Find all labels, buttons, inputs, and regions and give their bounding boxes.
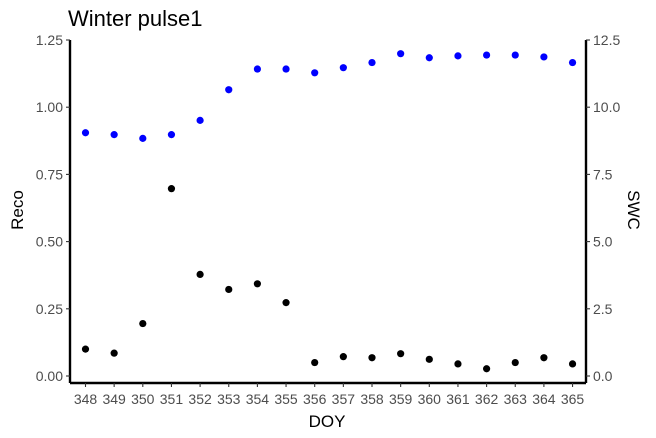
reco-point — [282, 299, 290, 307]
y-tick-label: 0.50 — [36, 234, 63, 250]
reco-point — [196, 270, 204, 278]
reco-point — [139, 319, 147, 328]
x-tick-label: 352 — [188, 391, 212, 407]
reco-point — [225, 285, 233, 294]
x-tick-label: 361 — [446, 391, 470, 407]
x-tick-label: 356 — [303, 391, 327, 407]
x-axis-title: DOY — [309, 412, 346, 431]
reco-point — [339, 353, 347, 361]
chart-title: Winter pulse1 — [68, 6, 203, 31]
swc-point — [282, 65, 290, 73]
y-tick-label: 0.25 — [36, 301, 63, 317]
reco-point — [397, 350, 405, 358]
reco-point — [511, 358, 519, 367]
swc-point — [81, 129, 90, 137]
x-tick-label: 351 — [160, 391, 184, 407]
swc-point — [311, 69, 319, 77]
swc-point — [196, 116, 204, 124]
swc-point — [368, 58, 376, 67]
y2-tick-label: 10.0 — [593, 99, 620, 115]
y-tick-label: 0.75 — [36, 166, 63, 182]
reco-point — [81, 345, 90, 353]
swc-point — [139, 134, 147, 142]
reco-point — [368, 354, 376, 362]
y-tick-label: 1.25 — [36, 32, 63, 48]
x-tick-label: 348 — [74, 391, 98, 407]
y2-tick-label: 0.0 — [593, 368, 613, 384]
x-tick-label: 358 — [360, 391, 384, 407]
reco-point — [540, 354, 548, 362]
y2-tick-label: 2.5 — [593, 301, 613, 317]
y2-tick-label: 7.5 — [593, 166, 613, 182]
swc-point — [110, 131, 118, 139]
x-tick-label: 362 — [475, 391, 499, 407]
reco-point — [167, 185, 176, 193]
y2-tick-label: 5.0 — [593, 234, 613, 250]
y2-axis-title: SWC — [624, 190, 643, 230]
x-tick-label: 349 — [102, 391, 126, 407]
x-tick-label: 364 — [532, 391, 556, 407]
x-tick-label: 354 — [246, 391, 270, 407]
reco-point — [568, 360, 577, 368]
x-tick-label: 365 — [561, 391, 585, 407]
x-tick-label: 355 — [274, 391, 298, 407]
reco-point — [425, 355, 433, 363]
x-tick-label: 353 — [217, 391, 241, 407]
x-tick-label: 360 — [418, 391, 442, 407]
y-tick-label: 1.00 — [36, 99, 63, 115]
swc-point — [568, 58, 577, 67]
swc-point — [397, 50, 405, 58]
swc-point — [483, 51, 491, 59]
reco-point — [454, 360, 462, 368]
reco-point — [311, 358, 319, 367]
swc-point — [454, 52, 462, 60]
y2-tick-label: 12.5 — [593, 32, 620, 48]
swc-point — [425, 54, 433, 62]
plot-area: 0.00 0.25 0.50 0.75 1.00 1.25 0.0 2.5 5.0 7.5 10.0… — [36, 32, 621, 407]
reco-point — [253, 280, 261, 288]
y-axis-title: Reco — [8, 190, 27, 230]
x-tick-label: 357 — [332, 391, 356, 407]
swc-point — [511, 51, 519, 59]
swc-point — [225, 86, 233, 94]
x-tick-label: 359 — [389, 391, 413, 407]
y-tick-label: 0.00 — [36, 368, 63, 384]
reco-point — [110, 349, 118, 357]
x-tick-label: 350 — [131, 391, 155, 407]
x-tick-label: 363 — [504, 391, 528, 407]
swc-point — [339, 64, 347, 72]
swc-point — [167, 131, 176, 139]
swc-point — [253, 65, 261, 73]
swc-point — [540, 53, 548, 61]
reco-point — [483, 365, 491, 373]
